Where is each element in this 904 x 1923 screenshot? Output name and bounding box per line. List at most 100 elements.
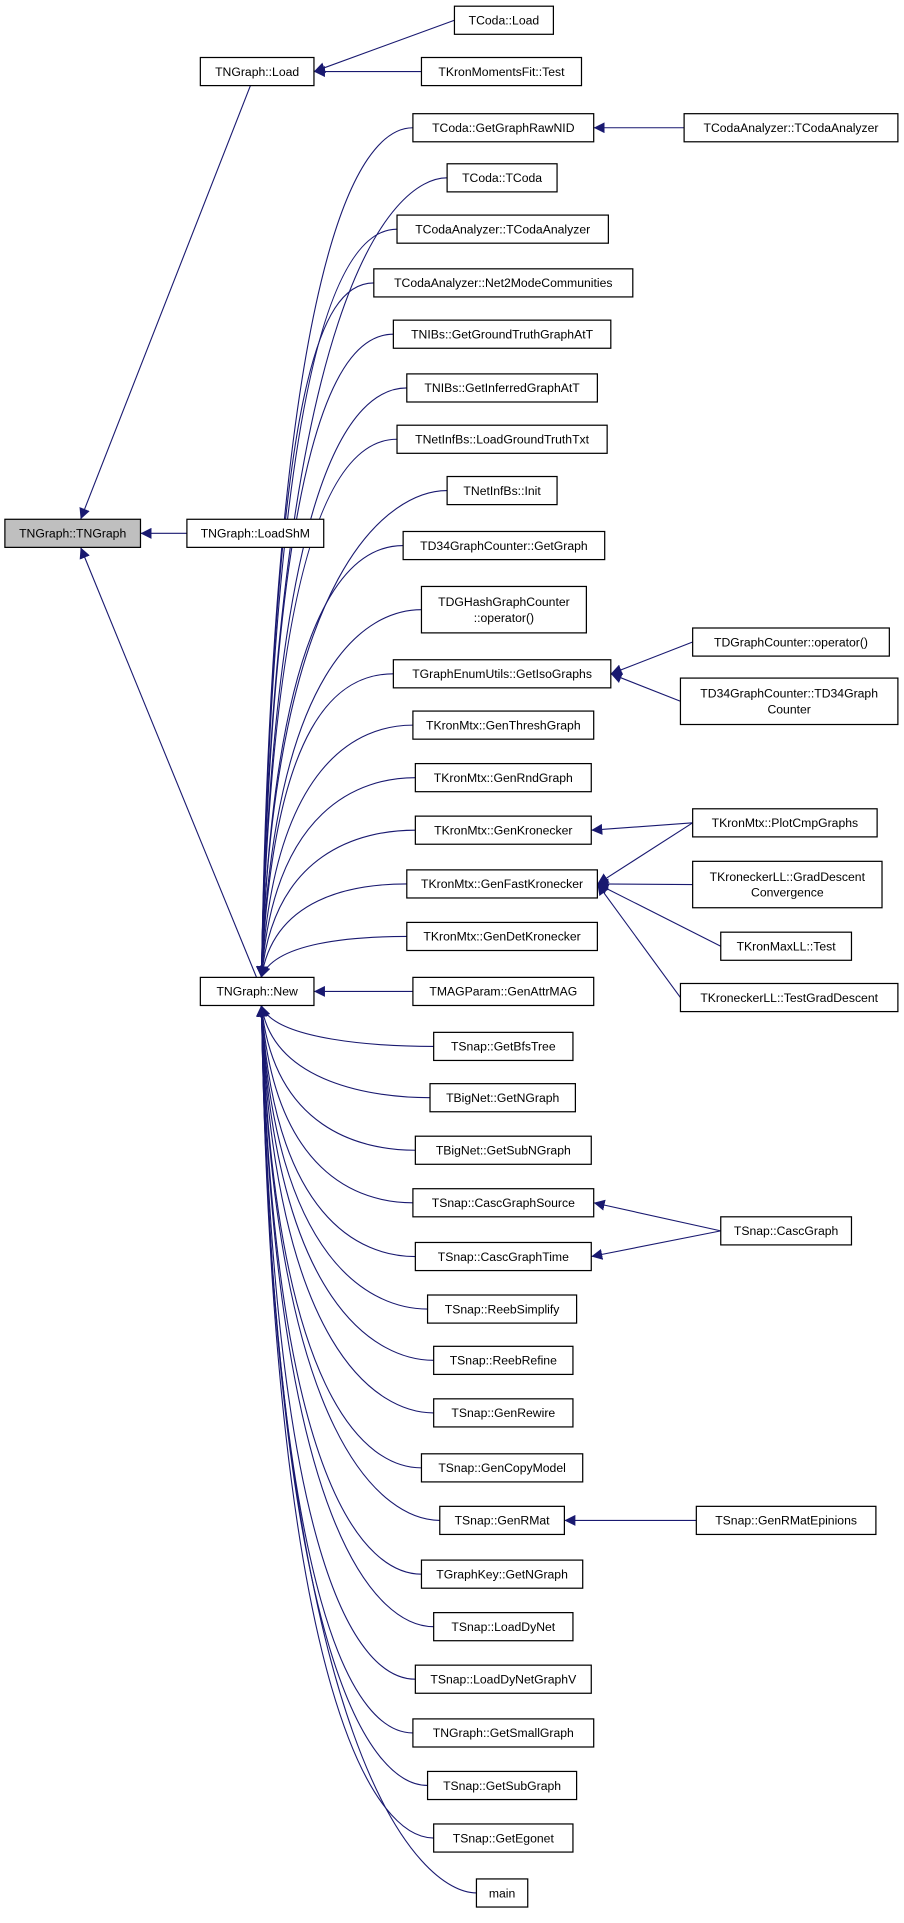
node-td34gg[interactable]: TD34GraphCounter::GetGraph: [402, 530, 606, 561]
node-box: [433, 1823, 574, 1853]
node-maxll[interactable]: TKronMaxLL::Test: [720, 931, 853, 961]
node-label: TD34GraphCounter::GetGraph: [420, 539, 588, 553]
edges: [79, 19, 722, 1894]
node-epin[interactable]: TSnap::GenRMatEpinions: [695, 1505, 877, 1536]
node-testgrad[interactable]: TKroneckerLL::TestGradDescent: [679, 982, 899, 1013]
node-box: [412, 1718, 595, 1748]
node-plot[interactable]: TKronMtx::PlotCmpGraphs: [692, 808, 878, 838]
edge-testgrad-to-fastkron: [596, 883, 681, 998]
node-load[interactable]: TNGraph::Load: [199, 56, 315, 87]
node-label: TSnap::GetSubGraph: [443, 1779, 561, 1793]
node-kronmom[interactable]: TKronMomentsFit::Test: [420, 56, 583, 87]
node-label: TNGraph::New: [216, 985, 298, 999]
edge-casctime-to-new: [256, 1005, 416, 1258]
node-fastkron[interactable]: TKronMtx::GenFastKronecker: [406, 869, 598, 899]
node-bigng[interactable]: TBigNet::GetNGraph: [429, 1083, 576, 1113]
node-root[interactable]: TNGraph::TNGraph: [4, 518, 142, 548]
edge-tdgc-to-iso: [610, 641, 693, 675]
edge-small-to-new: [256, 1005, 413, 1734]
node-subg[interactable]: TSnap::GetSubGraph: [426, 1770, 578, 1801]
node-loadshm[interactable]: TNGraph::LoadShM: [186, 518, 325, 548]
edge-dynetv-to-new: [256, 1005, 416, 1680]
node-genkron[interactable]: TKronMtx::GenKronecker: [414, 815, 592, 845]
node-box: [414, 1135, 592, 1165]
node-box: [683, 113, 899, 143]
node-box: [412, 710, 595, 740]
edge-main-to-new: [256, 1005, 477, 1894]
node-tca[interactable]: TCodaAnalyzer::TCodaAnalyzer: [396, 214, 609, 244]
node-label: TKronMtx::GenRndGraph: [434, 771, 573, 785]
node-box: [414, 815, 592, 845]
node-label: TNGraph::LoadShM: [201, 527, 310, 541]
node-reebr[interactable]: TSnap::ReebRefine: [433, 1345, 574, 1376]
node-iso[interactable]: TGraphEnumUtils::GetIsoGraphs: [392, 659, 612, 689]
node-cascsrc[interactable]: TSnap::CascGraphSource: [412, 1188, 595, 1218]
edge-new-to-root: [79, 547, 258, 978]
node-box: [692, 808, 878, 838]
node-td34c[interactable]: TD34GraphCounter::TD34GraphCounter: [679, 677, 899, 726]
node-label: TKronMaxLL::Test: [737, 940, 837, 954]
node-label: TNGraph::TNGraph: [19, 527, 126, 541]
node-label: TD34GraphCounter::TD34Graph: [700, 687, 878, 701]
node-label: Counter: [767, 703, 810, 717]
node-box: [446, 163, 558, 193]
node-label: TCodaAnalyzer::TCodaAnalyzer: [415, 222, 590, 236]
node-bfs[interactable]: TSnap::GetBfsTree: [433, 1031, 574, 1062]
node-box: [420, 56, 583, 87]
node-tcoda[interactable]: TCoda::TCoda: [446, 163, 558, 193]
node-tdgc[interactable]: TDGraphCounter::operator(): [692, 627, 890, 657]
edge-tdgh-to-new: [256, 609, 422, 978]
node-label: TSnap::GenRewire: [451, 1406, 555, 1420]
node-label: TSnap::ReebSimplify: [445, 1302, 561, 1316]
node-label: TSnap::GenCopyModel: [438, 1461, 566, 1475]
node-label: main: [489, 1886, 515, 1900]
edge-gtgat-to-new: [256, 333, 394, 978]
node-dynetv[interactable]: TSnap::LoadDyNetGraphV: [414, 1664, 592, 1694]
node-label: TCoda::GetGraphRawNID: [432, 121, 575, 135]
node-thresh[interactable]: TKronMtx::GenThreshGraph: [412, 710, 595, 740]
node-rawnid[interactable]: TCoda::GetGraphRawNID: [412, 113, 595, 143]
edge-casc-to-cascsrc: [593, 1199, 721, 1232]
node-label: TKronMtx::GenKronecker: [434, 823, 572, 837]
node-rewire[interactable]: TSnap::GenRewire: [433, 1398, 574, 1428]
node-net2[interactable]: TCodaAnalyzer::Net2ModeCommunities: [373, 268, 634, 298]
node-main[interactable]: main: [475, 1878, 529, 1908]
node-igat[interactable]: TNIBs::GetInferredGraphAtT: [406, 373, 598, 403]
edge-nibinit-to-new: [256, 490, 448, 978]
node-label: TKroneckerLL::GradDescent: [710, 870, 866, 884]
node-tcodaload[interactable]: TCoda::Load: [453, 5, 555, 35]
node-dynet[interactable]: TSnap::LoadDyNet: [433, 1612, 574, 1642]
node-tdgh[interactable]: TDGHashGraphCounter::operator(): [420, 585, 587, 634]
node-rnd[interactable]: TKronMtx::GenRndGraph: [414, 762, 592, 793]
edge-detkron-to-new: [259, 935, 407, 978]
node-label: TCodaAnalyzer::Net2ModeCommunities: [394, 276, 612, 290]
node-tca2[interactable]: TCodaAnalyzer::TCodaAnalyzer: [683, 113, 899, 143]
node-box: [396, 214, 609, 244]
edge-reebs-to-new: [256, 1005, 428, 1310]
node-mag[interactable]: TMAGParam::GenAttrMAG: [412, 976, 595, 1007]
node-ego[interactable]: TSnap::GetEgonet: [433, 1823, 574, 1853]
node-copy[interactable]: TSnap::GenCopyModel: [420, 1453, 584, 1483]
node-small[interactable]: TNGraph::GetSmallGraph: [412, 1718, 595, 1748]
node-label: TNIBs::GetInferredGraphAtT: [424, 381, 580, 395]
node-gtgat[interactable]: TNIBs::GetGroundTruthGraphAtT: [392, 319, 612, 349]
node-bigsub[interactable]: TBigNet::GetSubNGraph: [414, 1135, 592, 1165]
node-detkron[interactable]: TKronMtx::GenDetKronecker: [406, 921, 598, 952]
node-rmat[interactable]: TSnap::GenRMat: [439, 1505, 565, 1536]
node-gkey[interactable]: TGraphKey::GetNGraph: [420, 1559, 584, 1589]
node-casc[interactable]: TSnap::CascGraph: [720, 1216, 853, 1246]
node-casctime[interactable]: TSnap::CascGraphTime: [414, 1241, 592, 1272]
node-reebs[interactable]: TSnap::ReebSimplify: [426, 1294, 578, 1324]
node-box: [429, 1083, 576, 1113]
node-new[interactable]: TNGraph::New: [199, 976, 315, 1007]
node-label: TNetInfBs::Init: [463, 484, 541, 498]
edge-dynet-to-new: [256, 1005, 434, 1628]
node-label: TKroneckerLL::TestGradDescent: [700, 991, 878, 1005]
node-nibinit[interactable]: TNetInfBs::Init: [446, 475, 558, 506]
edge-load-to-root: [79, 85, 251, 520]
edge-iso-to-new: [256, 673, 394, 978]
node-lgtt[interactable]: TNetInfBs::LoadGroundTruthTxt: [396, 424, 608, 454]
edge-plot-to-fastkron: [597, 822, 693, 885]
node-box: [412, 113, 595, 143]
